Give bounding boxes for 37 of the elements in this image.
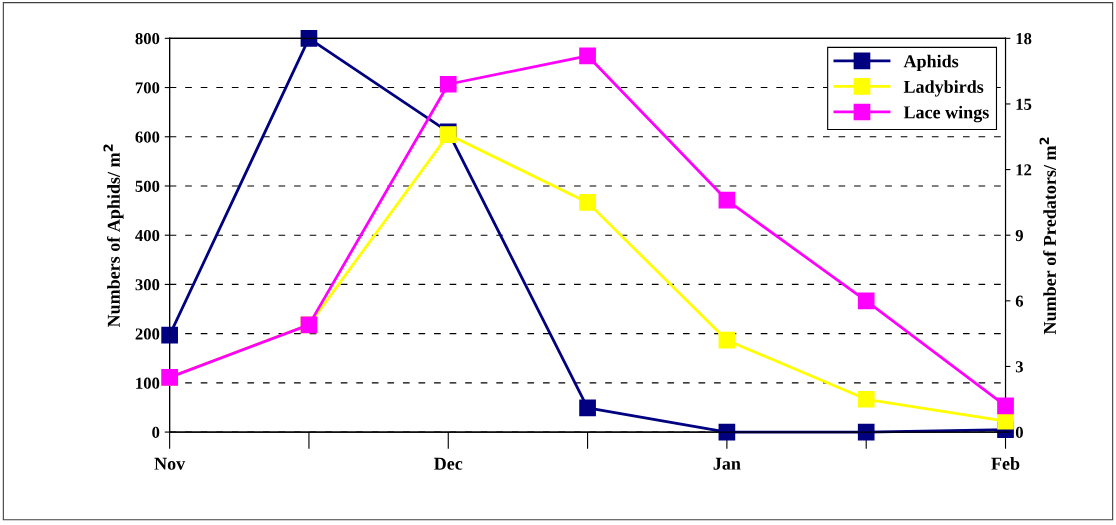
point bbox=[161, 326, 178, 344]
x-tick-label: Jan bbox=[713, 457, 741, 470]
y-tick-label: 500 bbox=[135, 180, 160, 192]
y-tick-label: 300 bbox=[135, 279, 160, 291]
y2-tick-label: 3 bbox=[1015, 361, 1023, 373]
legend-label: Ladybirds bbox=[903, 80, 984, 97]
y-tick-label: 700 bbox=[135, 82, 160, 94]
point bbox=[579, 194, 596, 211]
y2-tick-label: 12 bbox=[1016, 164, 1032, 176]
y2-tick-label: 18 bbox=[1016, 33, 1032, 45]
x-tick-label: Dec bbox=[434, 457, 463, 470]
x-tick-label: Nov bbox=[154, 457, 186, 470]
y2-tick-label: 15 bbox=[1016, 98, 1032, 110]
point bbox=[300, 29, 318, 47]
y-axis-title: Numbers of Aphids/ m$^{2}$ bbox=[103, 144, 124, 328]
y-tick-label: 600 bbox=[135, 131, 160, 143]
y-tick-label: 800 bbox=[135, 33, 160, 45]
point bbox=[718, 331, 736, 349]
point bbox=[997, 397, 1014, 415]
x-tick-label: Feb bbox=[991, 457, 1020, 470]
y2-tick-label: 9 bbox=[1015, 229, 1023, 242]
point bbox=[579, 47, 596, 65]
y-tick-label: 200 bbox=[135, 328, 160, 340]
y2-tick-label: 0 bbox=[1015, 426, 1023, 439]
y-tick-label: 100 bbox=[136, 377, 160, 389]
legend-label: Aphids bbox=[903, 54, 959, 72]
point bbox=[439, 75, 457, 93]
y-tick-label: 0 bbox=[152, 426, 160, 439]
y2-tick-label: 6 bbox=[1015, 295, 1024, 307]
y2-axis-title: Number of Predators/ m$^{2}$ bbox=[1039, 137, 1057, 335]
legend-label: Lace wings bbox=[903, 105, 989, 123]
point bbox=[997, 412, 1014, 430]
point bbox=[718, 191, 736, 209]
point bbox=[857, 390, 875, 408]
point bbox=[579, 399, 596, 417]
y-tick-label: 400 bbox=[135, 229, 160, 242]
point bbox=[857, 292, 875, 310]
